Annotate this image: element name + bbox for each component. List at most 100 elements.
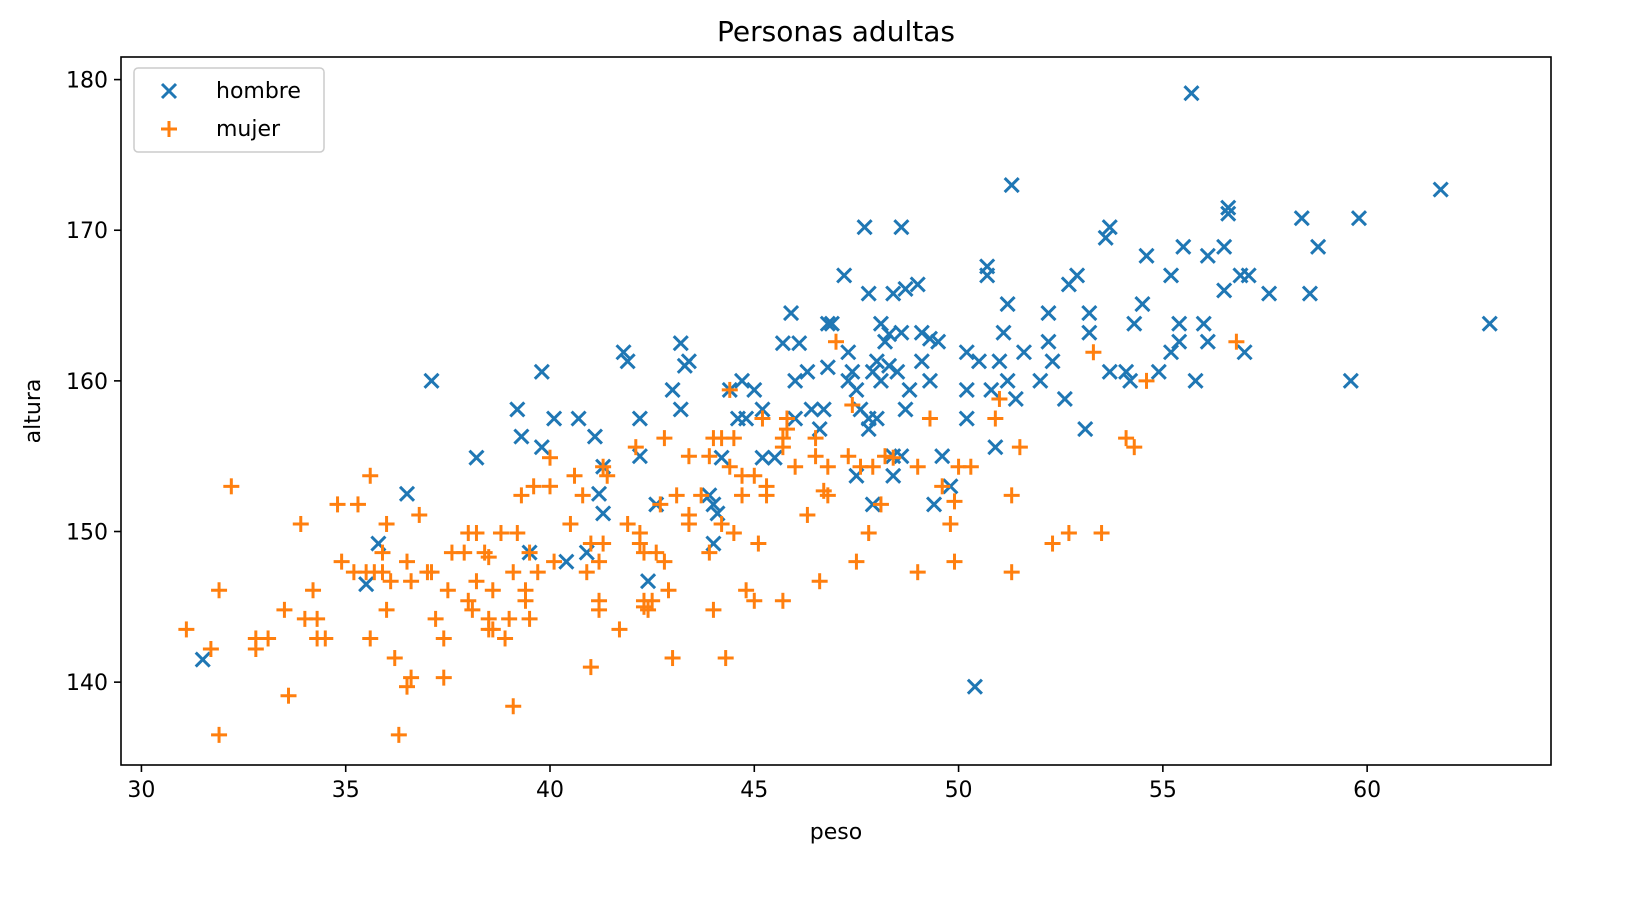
- data-point-mujer: [521, 610, 538, 627]
- data-point-hombre: [872, 315, 890, 332]
- x-tick-label: 60: [1353, 778, 1381, 803]
- data-point-mujer: [525, 478, 542, 495]
- data-point-mujer: [566, 467, 583, 484]
- data-point-hombre: [958, 410, 975, 427]
- data-point-hombre: [848, 381, 865, 398]
- data-point-hombre: [958, 381, 975, 398]
- data-point-mujer: [819, 487, 836, 504]
- data-point-hombre: [1481, 315, 1498, 332]
- data-point-hombre: [1171, 333, 1188, 350]
- data-point-hombre: [897, 280, 914, 298]
- data-point-mujer: [591, 553, 608, 570]
- data-point-mujer: [644, 592, 661, 609]
- data-point-hombre: [1175, 238, 1192, 255]
- data-point-hombre: [1081, 324, 1098, 341]
- data-point-hombre: [754, 449, 771, 466]
- data-point-hombre: [1162, 344, 1180, 361]
- series-hombre: [194, 85, 1498, 695]
- data-point-mujer: [305, 582, 322, 599]
- data-point-hombre: [787, 372, 804, 389]
- data-point-hombre: [1126, 315, 1143, 332]
- data-point-mujer: [738, 582, 755, 599]
- data-point-mujer: [439, 582, 456, 599]
- data-point-hombre: [1150, 363, 1167, 380]
- data-point-hombre: [819, 315, 836, 332]
- data-point-mujer: [860, 525, 877, 542]
- data-point-mujer: [529, 564, 546, 581]
- y-axis: 140 150 160 170 180: [66, 69, 121, 696]
- data-point-hombre: [991, 353, 1008, 370]
- data-point-hombre: [533, 439, 550, 456]
- data-point-mujer: [1060, 525, 1077, 542]
- data-point-mujer: [460, 592, 477, 609]
- data-point-mujer: [962, 458, 979, 475]
- data-point-hombre: [897, 401, 914, 418]
- data-point-mujer: [819, 458, 836, 475]
- data-point-mujer: [828, 333, 844, 350]
- data-point-hombre: [1171, 315, 1188, 332]
- data-point-mujer: [758, 478, 775, 495]
- data-point-hombre: [1040, 305, 1057, 322]
- data-point-mujer: [611, 621, 628, 638]
- data-point-mujer: [885, 449, 902, 466]
- data-point-hombre: [1032, 372, 1049, 389]
- legend-label-hombre: hombre: [216, 79, 301, 104]
- data-point-mujer: [517, 582, 534, 599]
- x-tick-label: 55: [1149, 778, 1177, 803]
- data-point-mujer: [864, 458, 881, 475]
- data-point-mujer: [178, 621, 195, 638]
- data-point-mujer: [464, 601, 481, 618]
- data-point-hombre: [701, 487, 718, 504]
- data-point-mujer: [276, 601, 293, 618]
- data-point-hombre: [423, 372, 440, 389]
- data-point-mujer: [280, 687, 297, 704]
- y-tick-label: 170: [66, 219, 108, 244]
- data-point-hombre: [860, 421, 877, 438]
- data-point-hombre: [631, 410, 648, 427]
- data-point-mujer: [1126, 439, 1143, 456]
- data-point-hombre: [1097, 229, 1114, 246]
- data-point-hombre: [881, 357, 898, 374]
- data-point-hombre: [901, 381, 918, 398]
- data-point-hombre: [913, 353, 930, 370]
- data-point-mujer: [399, 553, 415, 570]
- data-point-mujer: [619, 515, 636, 532]
- data-point-hombre: [1187, 372, 1204, 389]
- data-point-hombre: [909, 276, 926, 293]
- data-point-mujer: [595, 458, 612, 475]
- data-point-hombre: [1162, 267, 1180, 284]
- data-point-hombre: [1301, 285, 1319, 302]
- data-point-mujer: [1138, 372, 1155, 389]
- data-point-hombre: [840, 344, 857, 361]
- data-point-mujer: [378, 515, 395, 532]
- data-point-hombre: [893, 448, 910, 465]
- data-point-hombre: [1293, 210, 1310, 227]
- data-point-mujer: [721, 458, 738, 475]
- data-point-mujer: [656, 553, 673, 570]
- data-point-hombre: [570, 410, 587, 427]
- data-point-mujer: [942, 515, 959, 532]
- data-point-hombre: [864, 496, 881, 513]
- data-point-hombre: [1216, 238, 1233, 255]
- data-point-mujer: [1118, 430, 1135, 447]
- data-point-hombre: [590, 485, 608, 502]
- data-point-mujer: [513, 487, 530, 504]
- data-point-hombre: [876, 333, 894, 350]
- data-point-hombre: [885, 467, 902, 484]
- data-point-mujer: [223, 478, 240, 495]
- data-point-hombre: [1118, 363, 1135, 380]
- data-point-hombre: [1015, 344, 1033, 361]
- data-point-hombre: [664, 381, 681, 398]
- plot-area-frame: [120, 56, 1552, 766]
- data-point-hombre: [1056, 390, 1073, 408]
- data-point-hombre: [1077, 421, 1094, 438]
- data-point-hombre: [733, 372, 751, 389]
- series-mujer: [178, 333, 1245, 743]
- data-point-mujer: [329, 496, 346, 513]
- data-point-mujer: [435, 630, 452, 647]
- data-point-mujer: [946, 553, 963, 570]
- data-point-mujer: [1011, 439, 1028, 456]
- data-point-mujer: [497, 630, 514, 647]
- data-point-hombre: [509, 401, 526, 418]
- data-point-hombre: [754, 401, 771, 418]
